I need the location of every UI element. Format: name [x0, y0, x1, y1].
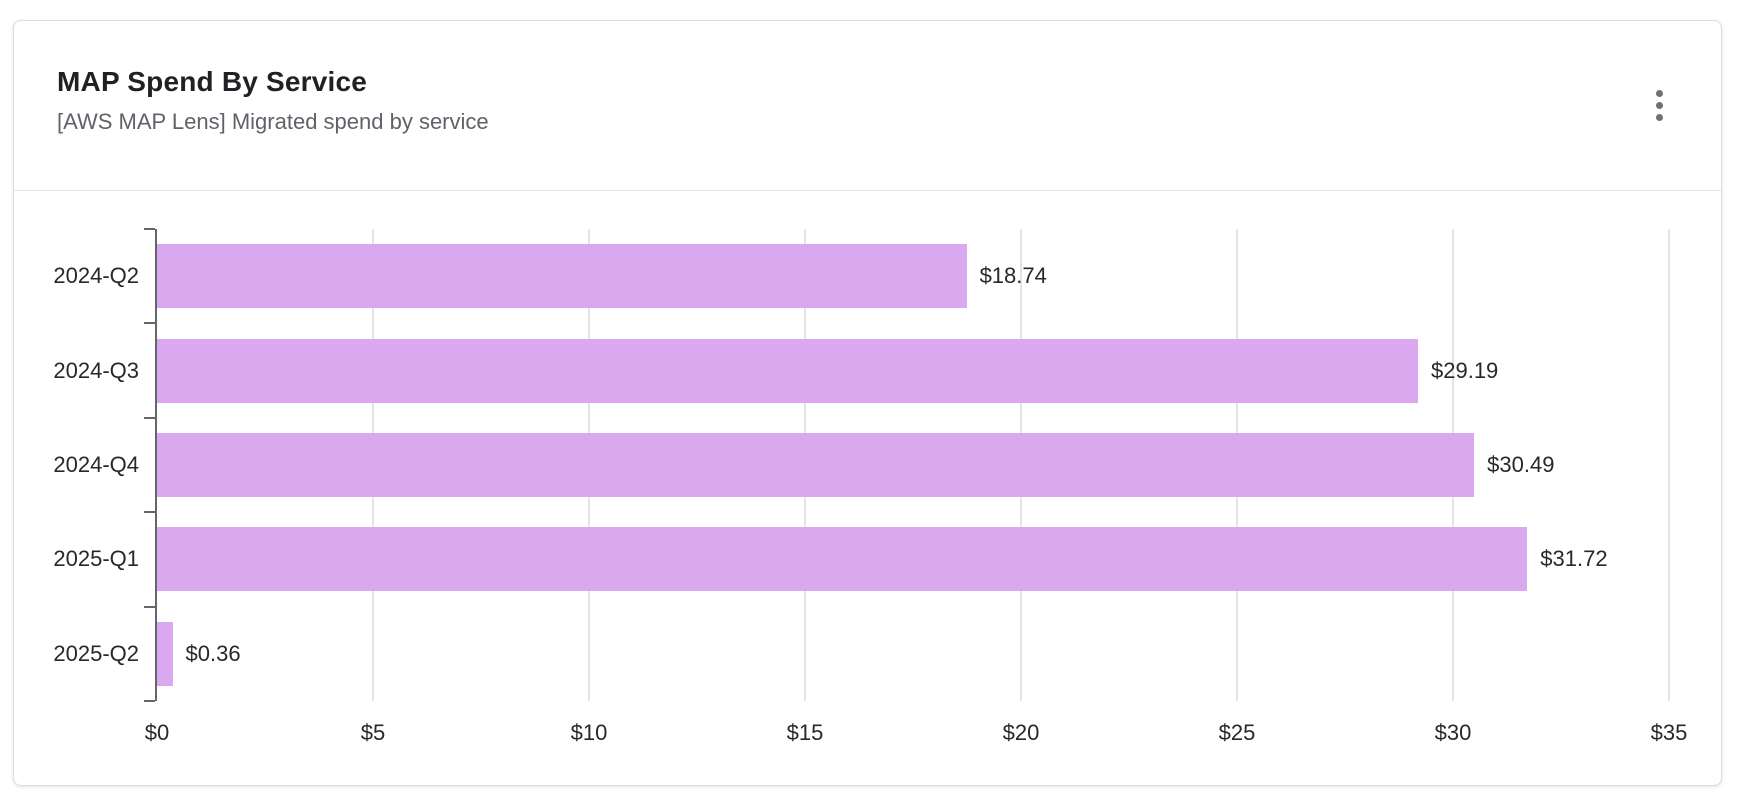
x-tick-label: $30: [1434, 720, 1472, 745]
category-label: 2024-Q3: [53, 357, 139, 383]
bar-value-label: $0.36: [185, 640, 241, 666]
bar-value-label: $29.19: [1431, 357, 1499, 383]
x-tick-label: $0: [144, 720, 170, 745]
y-axis-line: [155, 229, 157, 701]
bar-value-label: $18.74: [979, 263, 1047, 289]
y-axis-tick: [144, 700, 155, 702]
bar[interactable]: [157, 244, 967, 309]
category-label: 2024-Q2: [53, 263, 139, 289]
y-axis-tick: [144, 322, 155, 325]
y-axis-tick: [144, 228, 155, 230]
x-tick-label: $20: [1002, 720, 1040, 745]
bar[interactable]: [157, 621, 173, 686]
kebab-menu-icon: [1655, 89, 1663, 97]
bar[interactable]: [157, 433, 1475, 497]
bar-value-label: $31.72: [1540, 546, 1608, 572]
category-label: 2025-Q1: [53, 546, 139, 572]
x-tick-label: $15: [786, 720, 824, 745]
card-subtitle: [AWS MAP Lens] Migrated spend by service: [57, 109, 489, 134]
card-title: MAP Spend By Service: [57, 66, 368, 97]
card-header: MAP Spend By Service [AWS MAP Lens] Migr…: [14, 21, 1721, 191]
x-tick-label: $10: [570, 720, 608, 745]
bar[interactable]: [157, 338, 1418, 403]
y-axis-tick: [144, 416, 155, 419]
kebab-menu-icon: [1655, 113, 1663, 121]
y-axis-tick: [144, 511, 155, 514]
chart-card: MAP Spend By Service [AWS MAP Lens] Migr…: [13, 20, 1722, 786]
bar-value-label: $30.49: [1487, 452, 1555, 477]
x-tick-label: $25: [1218, 720, 1256, 745]
bar[interactable]: [157, 527, 1528, 592]
x-tick-label: $5: [360, 720, 386, 745]
kebab-menu-button[interactable]: [1637, 83, 1681, 127]
category-label: 2024-Q4: [53, 452, 139, 477]
plot-area: $0 $5 $10 $15 $20 $25 $30 $35 2024-Q2 $18.74 2024-…: [14, 191, 1721, 785]
grid-line: [1668, 229, 1670, 701]
y-axis-tick: [144, 605, 155, 608]
kebab-menu-icon: [1655, 101, 1663, 109]
category-label: 2025-Q2: [53, 640, 139, 666]
x-tick-label: $35: [1650, 720, 1688, 745]
